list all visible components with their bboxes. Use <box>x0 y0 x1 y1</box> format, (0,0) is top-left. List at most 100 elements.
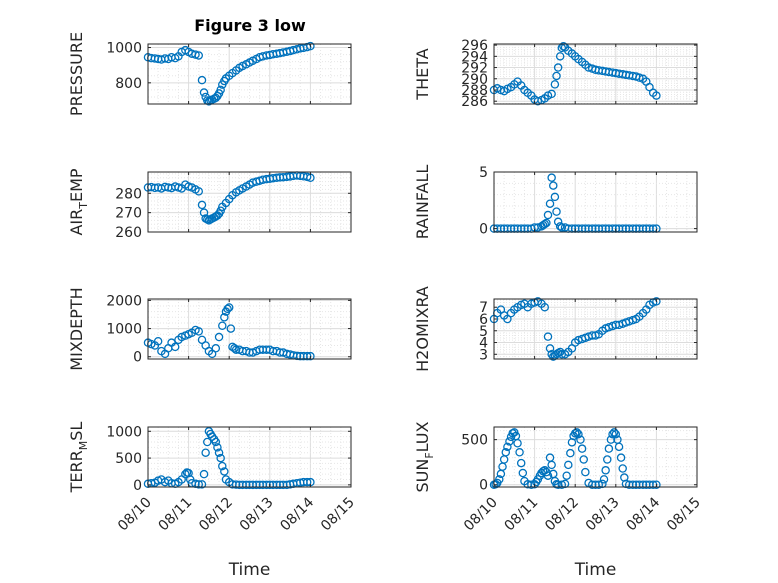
data-point <box>272 480 281 490</box>
data-point <box>216 85 225 95</box>
data-point <box>543 210 553 220</box>
markers <box>143 303 315 361</box>
y-tick-label: 296 <box>461 38 488 54</box>
data-point <box>618 464 627 473</box>
axes-box <box>493 171 698 233</box>
axes-box <box>147 171 352 233</box>
data-point <box>224 303 234 312</box>
data-point <box>540 219 550 229</box>
data-point <box>564 460 573 470</box>
y-label-main: RAINFALL <box>413 165 432 240</box>
data-point <box>550 80 560 89</box>
data-point <box>543 332 553 341</box>
data-point <box>552 71 561 81</box>
data-point <box>220 467 229 476</box>
y-label-main: TERR <box>67 450 86 493</box>
data-point <box>604 444 614 453</box>
data-point <box>628 480 638 489</box>
data-point <box>197 75 207 85</box>
y-tick-label: 800 <box>115 76 142 92</box>
data-point <box>199 208 209 217</box>
data-point <box>211 344 221 353</box>
data-point <box>547 89 556 99</box>
figure-title: Figure 3 low <box>194 16 306 35</box>
data-point <box>576 435 585 444</box>
y-tick-label: 1000 <box>106 322 142 338</box>
y-axis-label: THETA <box>413 48 432 100</box>
y-tick-label: 270 <box>115 206 142 222</box>
data-point <box>216 453 225 463</box>
markers <box>143 171 315 225</box>
y-tick-label: 5 <box>479 324 488 340</box>
data-point <box>503 314 512 324</box>
data-point <box>252 480 261 490</box>
y-label-subscript: F <box>423 452 436 458</box>
y-tick-label: 0 <box>133 478 142 494</box>
data-point <box>292 351 302 361</box>
data-point <box>213 443 222 452</box>
y-tick-label: 4 <box>479 336 488 352</box>
y-tick-label: 1000 <box>106 41 142 57</box>
data-point <box>609 428 619 437</box>
data-point <box>150 183 160 193</box>
data-point <box>518 468 528 478</box>
axes-box <box>493 43 698 105</box>
data-point <box>226 324 236 333</box>
y-axis-label: MIXDEPTH <box>67 287 86 370</box>
data-point <box>211 437 221 447</box>
y-tick-label: 2000 <box>106 293 142 309</box>
y-tick-label: 0 <box>133 350 142 366</box>
data-point <box>199 88 209 97</box>
data-point <box>652 91 661 100</box>
y-label-main: MIXDEPTH <box>67 287 86 370</box>
data-point <box>545 344 555 353</box>
axes-box <box>147 426 352 488</box>
data-point <box>194 51 203 60</box>
data-point <box>579 455 588 464</box>
y-tick-label: 1000 <box>106 424 142 440</box>
y-tick-label: 290 <box>461 72 488 88</box>
y-tick-label: 0 <box>479 222 488 238</box>
data-point <box>302 477 312 487</box>
y-tick-label: 292 <box>461 61 488 77</box>
data-point <box>505 437 514 446</box>
markers <box>143 41 315 106</box>
data-point <box>306 351 315 361</box>
data-point <box>153 337 163 346</box>
axes-box <box>147 43 352 105</box>
markers <box>489 41 661 106</box>
data-point <box>177 332 186 342</box>
data-point <box>588 480 597 489</box>
data-point <box>542 218 551 228</box>
data-point <box>555 222 565 231</box>
y-tick-label: 0 <box>479 478 488 494</box>
data-point <box>572 428 582 437</box>
data-point <box>540 302 550 312</box>
y-tick-label: 500 <box>115 451 142 467</box>
data-point <box>223 304 232 314</box>
axes-box <box>493 298 698 360</box>
y-tick-label: 6 <box>479 312 488 328</box>
data-point <box>635 73 644 82</box>
y-tick-label: 3 <box>479 347 488 363</box>
data-point <box>516 458 526 468</box>
data-point <box>242 480 251 490</box>
y-tick-label: 286 <box>461 94 488 110</box>
data-point <box>306 41 315 51</box>
data-point <box>170 342 180 352</box>
y-axis-label: H2OMIXRA <box>413 286 432 372</box>
y-label-tail: SL <box>67 422 86 441</box>
subplot-pressure: 800 1000 PRESSURE <box>67 32 352 116</box>
data-point <box>214 448 224 457</box>
data-point <box>566 448 575 458</box>
y-tick-label: 288 <box>461 83 488 99</box>
data-point <box>194 327 203 336</box>
data-point <box>513 438 522 448</box>
data-point <box>614 442 624 452</box>
y-label-main: SUN <box>413 459 432 493</box>
y-axis-label: RAINFALL <box>413 165 432 240</box>
data-point <box>543 471 553 480</box>
y-label-main: THETA <box>413 48 432 100</box>
data-point <box>203 437 212 447</box>
